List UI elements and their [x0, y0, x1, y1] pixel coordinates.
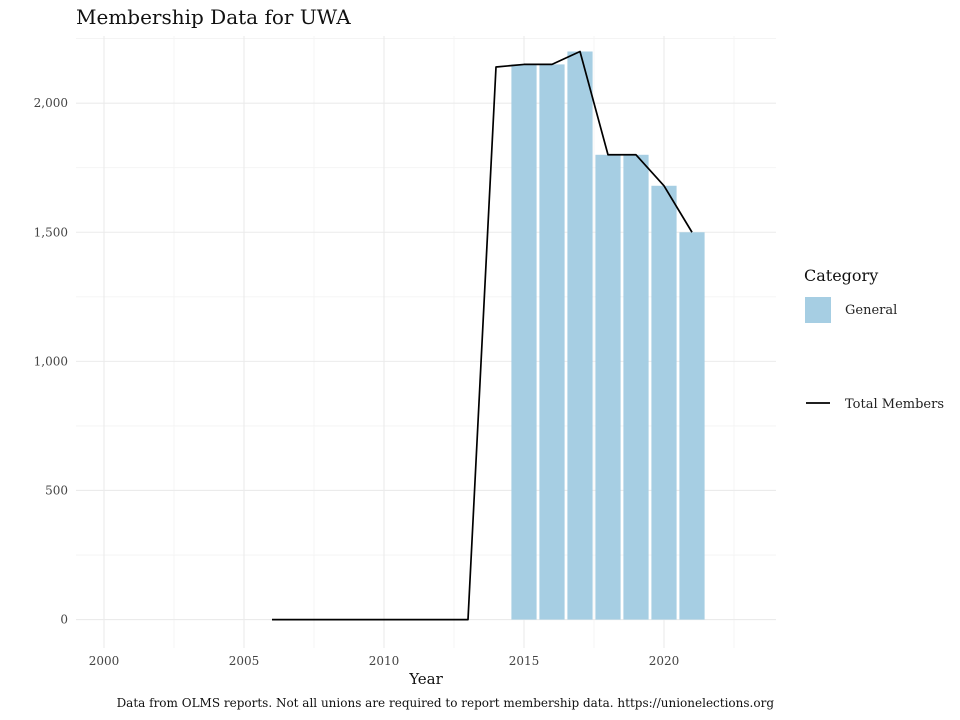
bar-general-2015 — [511, 64, 537, 620]
line-total-members — [272, 50, 693, 621]
legend-title: Category — [804, 266, 878, 285]
legend-swatch-general — [805, 297, 831, 323]
y-tick-label: 500 — [45, 483, 68, 497]
bar-general-2021 — [679, 232, 705, 620]
bar-general-2017 — [567, 51, 593, 620]
y-tick-label: 0 — [60, 613, 68, 627]
chart-caption: Data from OLMS reports. Not all unions a… — [117, 696, 775, 710]
bar-general-2018 — [595, 154, 621, 620]
y-axis-ticks: 0 500 1,000 1,500 2,000 — [34, 96, 68, 626]
x-tick-label: 2020 — [649, 654, 680, 668]
bar-general-2016 — [539, 64, 565, 620]
bar-series — [511, 51, 705, 620]
x-axis-ticks: 2000 2005 2010 2015 2020 — [89, 654, 680, 668]
legend-label-general: General — [845, 303, 897, 318]
line-series — [272, 50, 693, 621]
chart-title: Membership Data for UWA — [76, 5, 351, 29]
x-tick-label: 2015 — [509, 654, 540, 668]
y-tick-label: 2,000 — [34, 96, 68, 110]
legend-label-total-members: Total Members — [845, 397, 944, 412]
y-tick-label: 1,500 — [34, 225, 68, 239]
x-tick-label: 2005 — [229, 654, 260, 668]
x-tick-label: 2000 — [89, 654, 120, 668]
y-tick-label: 1,000 — [34, 354, 68, 368]
legend: Category General Total Members — [804, 266, 944, 412]
x-tick-label: 2010 — [369, 654, 400, 668]
bar-general-2020 — [651, 185, 677, 620]
x-axis-title: Year — [408, 670, 443, 688]
bar-general-2019 — [623, 154, 649, 620]
